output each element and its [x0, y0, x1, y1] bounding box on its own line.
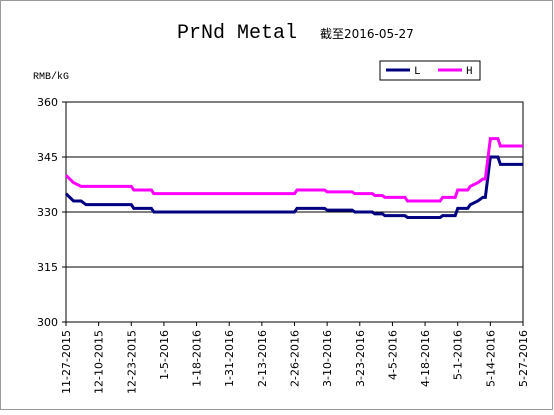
chart-title: PrNd Metal: [177, 22, 297, 45]
x-tick-label: 5-27-2016: [517, 330, 530, 387]
x-tick-label: 5-14-2016: [484, 330, 497, 387]
legend-label: L: [414, 66, 421, 78]
y-tick-label: 315: [37, 261, 58, 274]
x-tick-label: 12-10-2015: [93, 330, 106, 394]
x-tick-label: 1-18-2016: [191, 330, 204, 387]
x-tick-label: 2-13-2016: [256, 330, 269, 387]
x-tick-label: 4-18-2016: [419, 330, 432, 387]
chart-subtitle: 截至2016-05-27: [320, 27, 414, 41]
legend-label: H: [466, 66, 473, 78]
y-tick-label: 345: [37, 151, 58, 164]
legend: [379, 60, 481, 81]
x-tick-label: 12-23-2015: [125, 330, 138, 394]
x-tick-label: 1-31-2016: [223, 330, 236, 387]
y-tick-label: 300: [37, 316, 58, 329]
y-tick-label: 360: [37, 96, 58, 109]
x-tick-label: 3-10-2016: [321, 330, 334, 387]
x-tick-label: 5-1-2016: [452, 330, 465, 380]
y-tick-label: 330: [37, 206, 58, 219]
x-tick-label: 4-5-2016: [386, 330, 399, 380]
x-tick-label: 3-23-2016: [354, 330, 367, 387]
y-axis-label: RMB/kG: [33, 71, 69, 83]
data-line: [64, 137, 523, 203]
x-tick-label: 1-5-2016: [158, 330, 171, 380]
data-line: [64, 155, 523, 219]
x-tick-label: 11-27-2015: [60, 330, 73, 394]
x-tick-label: 2-26-2016: [289, 330, 302, 387]
